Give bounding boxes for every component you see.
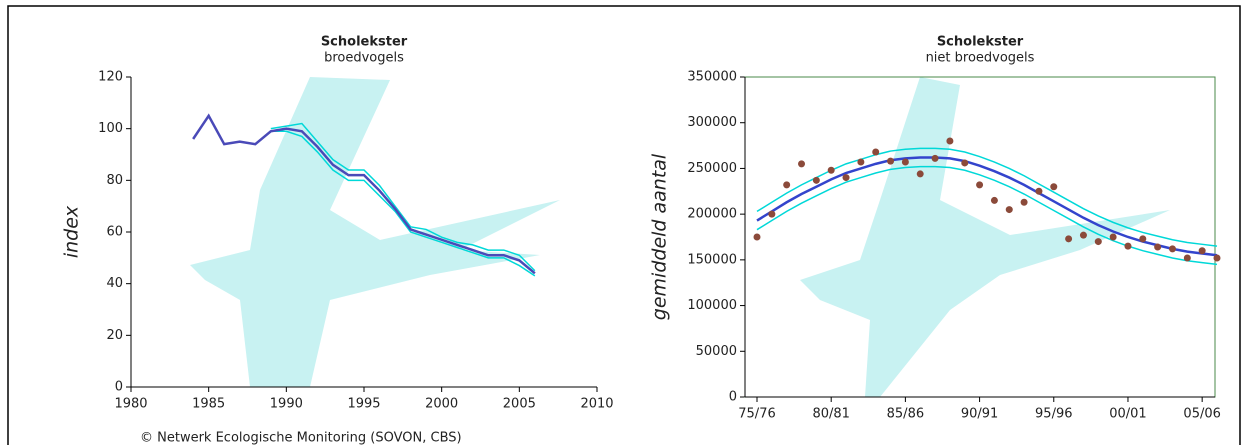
y-tick-label: 40 [106,276,123,291]
x-tick-label: 1980 [114,397,147,412]
data-point [1169,245,1176,252]
x-tick-label: 90/91 [961,407,998,422]
data-point [917,170,924,177]
y-tick-label: 60 [106,225,123,240]
y-tick-label: 80 [106,173,123,188]
data-point [813,177,820,184]
data-point [828,167,835,174]
y-tick-label: 200000 [687,207,737,222]
bird-decoration [190,77,1170,397]
data-point [961,159,968,166]
x-tick-label: 1995 [347,397,380,412]
y-tick-label: 0 [729,390,737,405]
y-tick-label: 250000 [687,161,737,176]
chart-title: Scholekster [937,35,1024,50]
x-tick-label: 2010 [580,397,613,412]
x-tick-label: 2005 [503,397,536,412]
x-tick-label: 05/06 [1183,407,1220,422]
data-point [857,159,864,166]
data-point [1184,255,1191,262]
y-tick-label: 350000 [687,70,737,85]
data-point [1050,183,1057,190]
data-point [1139,235,1146,242]
chart: Scholeksterbroedvogelsindex© Netwerk Eco… [0,0,1247,445]
y-tick-label: 100 [98,121,123,136]
x-tick-label: 1985 [192,397,225,412]
data-point [902,159,909,166]
page: Scholeksterbroedvogelsindex© Netwerk Eco… [0,0,1247,445]
y-tick-label: 100000 [687,298,737,313]
x-tick-label: 00/01 [1109,407,1146,422]
data-point [1035,188,1042,195]
data-point [1110,234,1117,241]
y-tick-label: 300000 [687,115,737,130]
data-point [783,181,790,188]
x-tick-label: 75/76 [738,407,775,422]
data-point [887,158,894,165]
data-point [768,211,775,218]
data-point [1095,238,1102,245]
data-point [932,155,939,162]
x-tick-label: 95/96 [1035,407,1072,422]
y-tick-label: 50000 [696,344,737,359]
y-tick-label: 120 [98,70,123,85]
chart-title: Scholekster [321,35,408,50]
data-point [1199,247,1206,254]
data-point [1214,255,1221,262]
data-point [843,174,850,181]
data-point [872,148,879,155]
source-note: © Netwerk Ecologische Monitoring (SOVON,… [140,431,462,445]
data-point [798,160,805,167]
data-point [1154,244,1161,251]
x-tick-label: 2000 [425,397,458,412]
data-point [1021,199,1028,206]
y-axis-label: index [61,205,83,258]
data-point [1065,235,1072,242]
x-tick-label: 80/81 [812,407,849,422]
data-point [754,234,761,241]
data-point [946,138,953,145]
y-axis-label: gemiddeld aantal [649,153,671,320]
data-point [991,197,998,204]
x-tick-label: 85/86 [887,407,924,422]
y-tick-label: 20 [106,328,123,343]
x-tick-label: 1990 [270,397,303,412]
data-point [1006,206,1013,213]
chart-subtitle: niet broedvogels [926,51,1035,66]
data-point [1124,243,1131,250]
data-point [1080,232,1087,239]
frame [8,6,1240,445]
y-tick-label: 0 [115,380,123,395]
chart-subtitle: broedvogels [324,51,404,66]
y-tick-label: 150000 [687,252,737,267]
data-point [976,181,983,188]
